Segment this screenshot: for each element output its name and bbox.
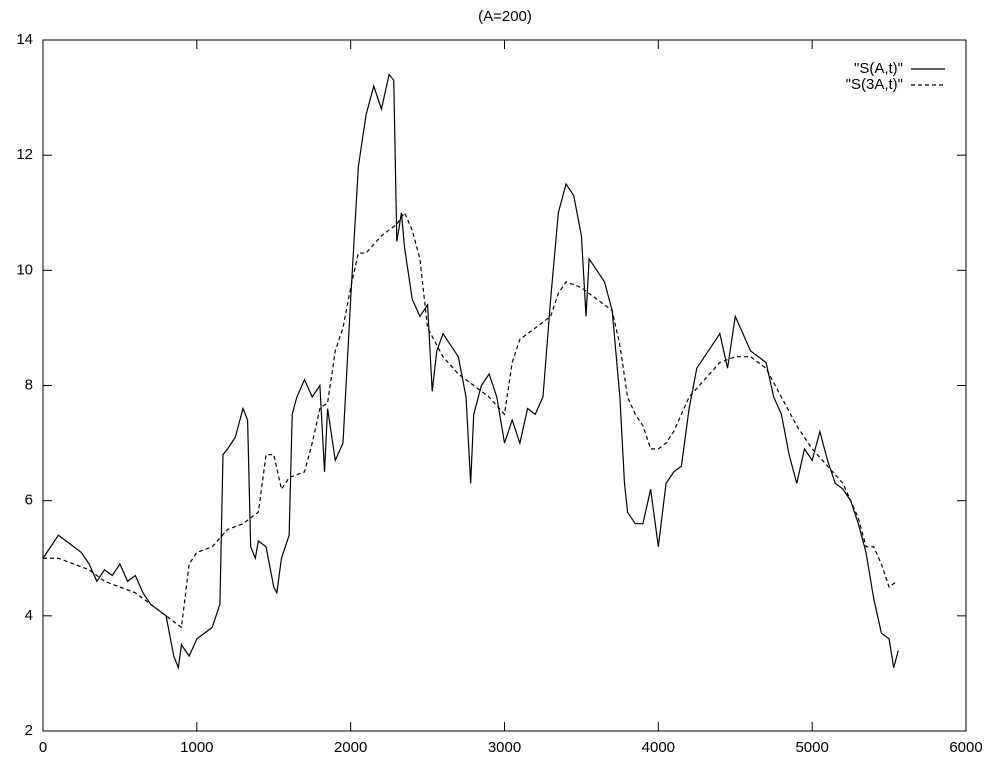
y-tick-label: 2	[25, 722, 33, 739]
y-tick-label: 10	[16, 261, 33, 278]
y-tick-label: 6	[25, 492, 33, 509]
y-tick-label: 8	[25, 376, 33, 393]
x-tick-label: 6000	[949, 739, 982, 756]
x-tick-label: 1000	[180, 739, 213, 756]
x-tick-label: 5000	[795, 739, 828, 756]
y-tick-label: 4	[25, 607, 33, 624]
y-tick-label: 12	[16, 146, 33, 163]
x-tick-label: 2000	[334, 739, 367, 756]
y-tick-label: 14	[16, 31, 33, 48]
legend-label: "S(3A,t)"	[846, 76, 903, 93]
series-line	[42, 73, 899, 671]
chart-title: (A=200)	[478, 8, 532, 25]
series-line	[43, 211, 898, 629]
x-tick-label: 4000	[642, 739, 675, 756]
legend-label: "S(A,t)"	[854, 60, 903, 77]
x-tick-label: 3000	[488, 739, 521, 756]
x-tick-label: 0	[39, 739, 47, 756]
